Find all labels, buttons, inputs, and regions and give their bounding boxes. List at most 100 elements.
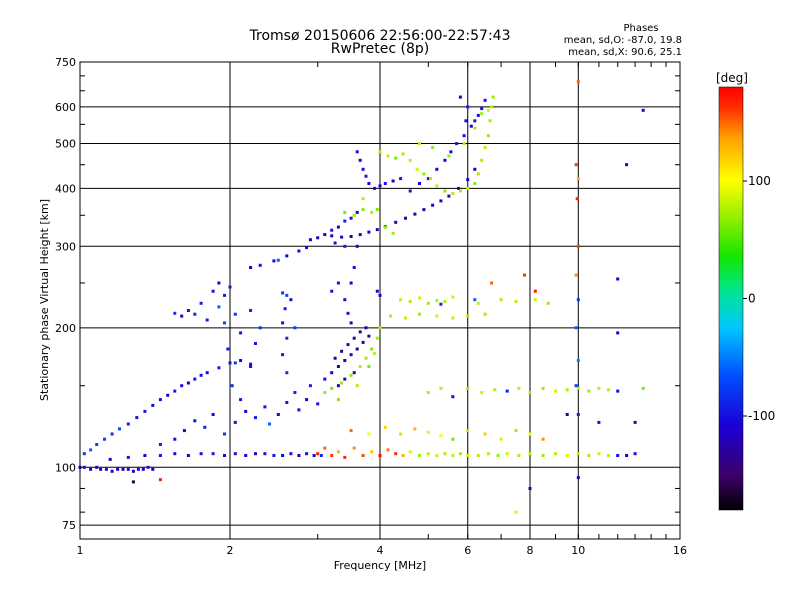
data-point bbox=[546, 301, 550, 305]
data-point bbox=[211, 413, 215, 416]
data-point bbox=[574, 163, 578, 167]
y-tick-label: 750 bbox=[55, 56, 76, 69]
data-point bbox=[607, 388, 610, 392]
data-point bbox=[186, 454, 190, 457]
data-point bbox=[186, 309, 190, 312]
data-point bbox=[576, 244, 580, 248]
data-point bbox=[462, 134, 466, 138]
data-point bbox=[343, 210, 347, 214]
data-point bbox=[616, 331, 620, 335]
colorbar bbox=[718, 86, 744, 511]
data-point bbox=[349, 216, 353, 220]
data-point bbox=[233, 361, 237, 365]
data-point bbox=[131, 480, 135, 484]
data-point bbox=[386, 154, 390, 158]
data-point bbox=[349, 429, 353, 433]
data-point bbox=[480, 112, 484, 116]
data-point bbox=[239, 398, 243, 402]
data-point bbox=[426, 391, 430, 394]
data-point bbox=[173, 389, 177, 393]
data-point bbox=[451, 395, 455, 399]
data-point bbox=[625, 163, 629, 167]
data-point bbox=[565, 413, 569, 416]
x-tick-label: 4 bbox=[377, 544, 384, 557]
data-point bbox=[394, 452, 398, 456]
data-point bbox=[217, 366, 221, 370]
data-point bbox=[576, 413, 580, 416]
data-point bbox=[333, 241, 337, 245]
data-point bbox=[469, 124, 473, 128]
data-point bbox=[158, 454, 162, 457]
data-point bbox=[205, 318, 209, 322]
data-point bbox=[110, 469, 114, 473]
data-point bbox=[490, 105, 494, 109]
data-point bbox=[576, 80, 580, 84]
colorbar-ticks: 100 0 -100 bbox=[743, 174, 775, 423]
data-point bbox=[361, 340, 365, 344]
data-point bbox=[180, 384, 184, 388]
data-point bbox=[541, 454, 545, 457]
y-tick-label: 200 bbox=[55, 322, 76, 335]
data-point bbox=[480, 391, 484, 394]
data-point bbox=[413, 212, 417, 216]
data-point bbox=[413, 427, 417, 431]
data-point bbox=[435, 314, 439, 318]
data-point bbox=[226, 347, 230, 351]
data-point bbox=[378, 184, 382, 188]
data-point bbox=[99, 467, 103, 471]
data-point bbox=[443, 158, 447, 162]
data-point bbox=[576, 298, 580, 302]
data-point bbox=[486, 108, 490, 112]
data-point bbox=[574, 273, 578, 277]
data-point bbox=[233, 312, 237, 316]
data-point bbox=[297, 249, 301, 253]
data-point bbox=[305, 246, 309, 250]
data-point bbox=[323, 377, 327, 381]
data-point bbox=[464, 119, 468, 123]
data-point bbox=[431, 203, 435, 207]
data-point bbox=[158, 443, 162, 446]
data-point bbox=[528, 432, 532, 436]
data-point bbox=[193, 377, 197, 381]
data-point bbox=[383, 425, 387, 429]
data-point bbox=[375, 289, 379, 293]
data-point bbox=[104, 467, 108, 471]
data-point bbox=[126, 455, 130, 459]
data-point bbox=[336, 225, 340, 229]
data-point bbox=[340, 235, 344, 239]
data-point bbox=[576, 452, 580, 456]
data-point bbox=[426, 430, 430, 434]
data-point bbox=[305, 398, 309, 402]
data-point bbox=[641, 108, 645, 112]
data-point bbox=[254, 416, 257, 420]
data-point bbox=[541, 437, 545, 441]
data-point bbox=[541, 386, 545, 390]
data-point bbox=[367, 230, 371, 234]
data-point bbox=[230, 384, 234, 388]
data-point bbox=[136, 467, 140, 471]
data-point bbox=[389, 314, 393, 318]
data-point bbox=[576, 386, 580, 390]
data-point bbox=[166, 393, 170, 397]
data-point bbox=[449, 150, 453, 154]
data-point bbox=[575, 197, 579, 201]
data-point bbox=[358, 365, 362, 368]
data-point bbox=[517, 386, 521, 390]
data-point bbox=[455, 142, 459, 146]
data-point bbox=[131, 469, 135, 473]
data-point bbox=[352, 266, 356, 269]
data-point bbox=[110, 432, 114, 436]
data-point bbox=[349, 321, 353, 325]
data-point bbox=[528, 487, 532, 490]
data-point bbox=[285, 336, 289, 340]
data-point bbox=[476, 301, 480, 305]
data-point bbox=[597, 452, 601, 456]
colorbar-label: [deg] bbox=[716, 71, 748, 85]
data-point bbox=[483, 432, 487, 436]
data-point bbox=[308, 384, 312, 388]
data-point bbox=[435, 167, 439, 171]
data-point bbox=[418, 296, 421, 300]
data-point bbox=[358, 330, 362, 334]
data-point bbox=[330, 454, 334, 457]
